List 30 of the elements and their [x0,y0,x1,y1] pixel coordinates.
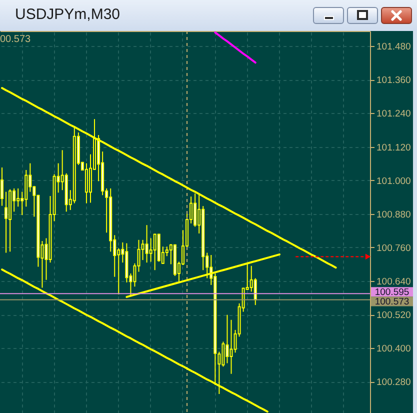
candlestick [153,233,156,271]
candlestick [4,191,8,254]
candlestick [145,224,148,264]
line-series [1,87,337,269]
line-series [1,268,268,413]
candlestick [16,188,20,208]
y-tick-label: 101.240 [376,108,411,120]
y-tick-label: 101.120 [376,142,411,154]
annotation: 00.573 [0,34,31,46]
candlestick [254,278,257,306]
ref-line-label: 100.595 [374,286,410,298]
y-tick-label: 100.880 [376,209,411,220]
line-series [214,31,256,64]
candlestick [226,314,229,364]
y-tick-label: 100.760 [376,242,411,254]
y-tick-label: 100.280 [376,377,411,388]
candlestick [149,238,152,262]
candlestick [84,162,88,204]
candlestick [194,192,197,228]
candlestick [222,341,225,368]
y-tick-label: 100.400 [376,344,411,355]
y-tick-label: 101.000 [376,176,411,187]
y-tick-label: 100.520 [376,310,411,322]
candlestick [0,166,4,206]
y-tick-label: 101.480 [376,42,411,53]
candlestick [230,319,233,374]
y-tick-label: 101.360 [376,75,411,86]
chart-title: USDJPYm,M30 [15,6,120,24]
y-tick-label: 100.640 [376,276,411,288]
ref-line-label: 100.573 [374,296,410,308]
